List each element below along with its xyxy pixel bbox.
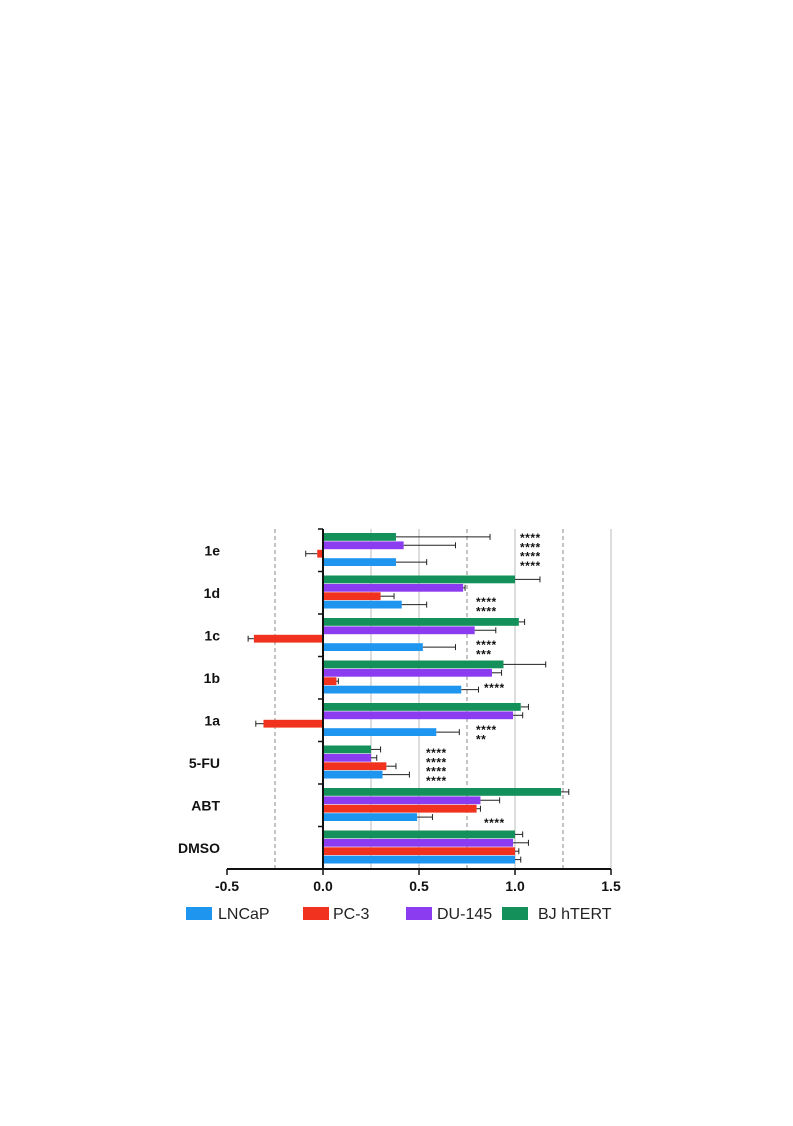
- bar: [323, 558, 396, 566]
- significance-label: **: [476, 732, 486, 746]
- significance-label: ***: [476, 647, 492, 661]
- category-label: 1a: [204, 712, 220, 728]
- legend-label: LNCaP: [218, 906, 270, 923]
- bar: [323, 745, 371, 754]
- significance-label: ****: [476, 604, 497, 618]
- bar: [323, 533, 396, 541]
- bar: [317, 549, 323, 558]
- legend-label: PC-3: [333, 906, 370, 923]
- significance-label: ****: [484, 681, 505, 695]
- significance-label: ****: [426, 765, 447, 779]
- bar: [323, 685, 462, 694]
- bar: [323, 575, 515, 584]
- bar: [323, 660, 504, 669]
- legend-swatch: [303, 907, 329, 920]
- bar: [323, 618, 519, 626]
- category-label: ABT: [191, 797, 220, 813]
- bar: [323, 847, 515, 856]
- category-label: 1e: [204, 542, 220, 558]
- bar: [323, 600, 402, 609]
- bar: [323, 788, 562, 796]
- bar: [323, 541, 404, 550]
- category-label: 1b: [204, 670, 220, 686]
- bar: [323, 711, 514, 720]
- bar: [323, 668, 492, 677]
- bar: [323, 855, 515, 864]
- significance-label: ****: [520, 559, 541, 573]
- category-label: DMSO: [178, 840, 220, 856]
- x-tick-label: -0.5: [215, 878, 239, 894]
- bar: [323, 770, 383, 779]
- significance-label: ****: [520, 531, 541, 545]
- category-label: 5-FU: [189, 755, 220, 771]
- bar: [323, 583, 464, 592]
- bar: [323, 838, 514, 847]
- category-label: 1d: [204, 585, 220, 601]
- significance-label: ****: [520, 550, 541, 564]
- significance-label: ****: [476, 638, 497, 652]
- legend-label: DU-145: [437, 906, 492, 923]
- bar: [323, 677, 337, 686]
- x-tick-label: 1.0: [505, 878, 525, 894]
- bar: [323, 830, 515, 839]
- bar: [263, 719, 323, 728]
- significance-label: ****: [426, 746, 447, 760]
- bar: [323, 703, 521, 711]
- x-tick-label: 1.5: [601, 878, 621, 894]
- bar: [323, 804, 477, 813]
- significance-label: ****: [476, 595, 497, 609]
- legend-swatch: [406, 907, 432, 920]
- bar: [323, 753, 371, 762]
- significance-label: ****: [426, 755, 447, 769]
- legend-swatch: [186, 907, 212, 920]
- significance-label: ****: [476, 723, 497, 737]
- bar: [323, 643, 423, 651]
- significance-label: ****: [426, 774, 447, 788]
- x-tick-label: 0.0: [313, 878, 333, 894]
- bar: [323, 762, 387, 771]
- bar: [323, 626, 475, 635]
- category-label: 1c: [204, 627, 220, 643]
- bar: [323, 813, 418, 821]
- legend-label: BJ hTERT: [538, 906, 612, 923]
- bar: [323, 728, 437, 736]
- bar: [323, 796, 481, 805]
- significance-label: ****: [520, 540, 541, 554]
- bar: [253, 634, 323, 643]
- significance-label: ****: [484, 816, 505, 830]
- bar: [323, 592, 381, 601]
- x-tick-label: 0.5: [409, 878, 429, 894]
- legend-swatch: [502, 907, 528, 920]
